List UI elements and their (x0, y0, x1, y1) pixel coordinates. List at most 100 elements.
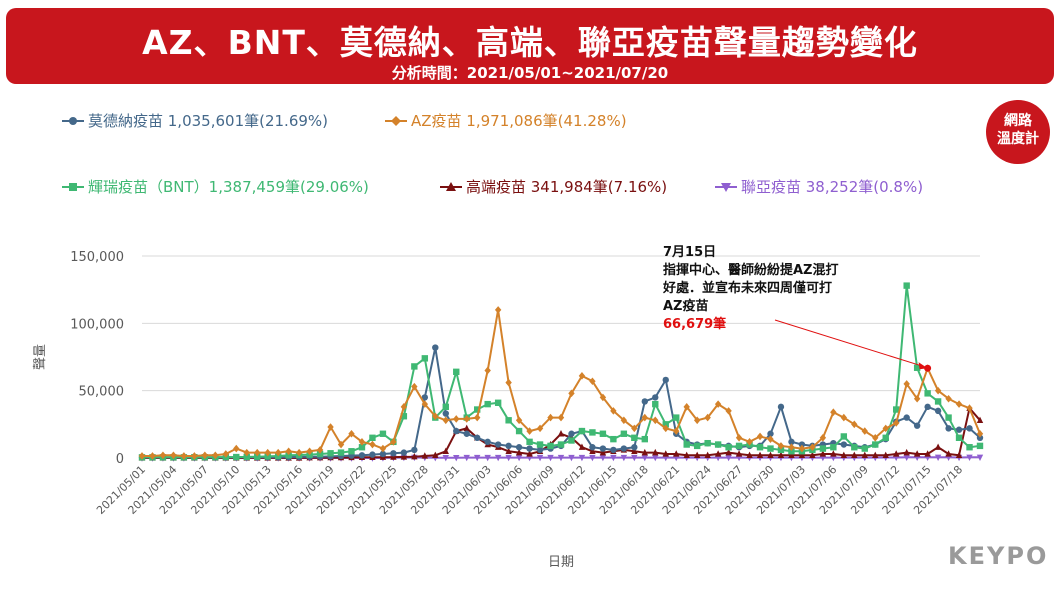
data-point (798, 451, 806, 459)
data-point (526, 438, 533, 446)
data-point (631, 444, 638, 451)
data-point (641, 398, 648, 405)
data-point (390, 450, 397, 457)
data-point (788, 443, 795, 452)
data-point (212, 451, 219, 460)
data-point (243, 448, 250, 457)
data-point (474, 406, 481, 413)
data-point (505, 417, 512, 424)
data-point (578, 427, 586, 435)
legend-item-az[interactable]: AZ疫苗 1,971,086筆(41.28%) (385, 110, 627, 131)
data-point (976, 429, 984, 438)
data-point (505, 442, 512, 450)
data-point (976, 442, 984, 450)
data-point (840, 433, 848, 440)
y-axis-label: 聲量 (32, 344, 48, 370)
data-point (463, 415, 470, 423)
data-point (714, 400, 722, 408)
data-point (714, 441, 722, 448)
annotation-line-2: 好處．並宣布未來四周僅可打 (663, 281, 833, 296)
data-point (976, 416, 984, 423)
data-point (442, 447, 449, 454)
y-tick-label: 0 (116, 452, 124, 467)
legend-item-bnt[interactable]: 輝瑞疫苗（BNT）1,387,459筆(29.06%) (62, 176, 369, 197)
data-point (913, 394, 921, 403)
annotation-line-1: 指揮中心、醫師紛紛提AZ混打 (663, 263, 839, 278)
data-point (631, 454, 638, 462)
data-point (934, 386, 942, 395)
data-point (327, 423, 334, 431)
legend-marker-bnt (62, 182, 84, 191)
legend-item-moderna[interactable]: 莫德納疫苗 1,035,601筆(21.69%) (62, 110, 328, 131)
data-point (945, 394, 952, 403)
data-point (620, 430, 628, 437)
data-point (652, 454, 659, 462)
data-point (788, 451, 795, 459)
legend-item-medigen[interactable]: 高端疫苗 341,984筆(7.16%) (440, 176, 667, 197)
data-point (159, 451, 167, 460)
data-point (903, 282, 910, 289)
data-point (913, 364, 921, 371)
data-point (735, 442, 743, 450)
data-point (955, 426, 963, 433)
data-point (421, 355, 429, 362)
data-point (662, 376, 669, 384)
data-point (620, 445, 628, 452)
annotation-box: 7月15日 指揮中心、醫師紛紛提AZ混打 好處．並宣布未來四周僅可打 AZ疫苗 … (663, 244, 839, 334)
data-point (924, 450, 931, 457)
data-point (358, 438, 366, 446)
data-point (903, 454, 910, 462)
data-point (976, 434, 984, 441)
data-point (358, 444, 366, 451)
data-point (673, 427, 680, 435)
data-point (400, 403, 408, 411)
data-point (442, 455, 449, 462)
data-point (421, 394, 429, 401)
data-point (683, 441, 690, 448)
data-point (180, 452, 188, 460)
data-point (526, 445, 533, 452)
data-point (390, 438, 397, 446)
data-point (767, 430, 774, 437)
data-point (840, 441, 848, 448)
legend-item-unitedbio[interactable]: 聯亞疫苗 38,252筆(0.8%) (715, 176, 923, 197)
data-point (955, 434, 963, 441)
data-point (840, 413, 848, 422)
data-point (725, 448, 732, 456)
data-point (578, 443, 586, 450)
data-point (599, 448, 607, 456)
data-point (285, 447, 292, 456)
data-point (589, 447, 596, 454)
data-point (788, 448, 795, 455)
data-point (924, 403, 931, 411)
data-point (201, 451, 209, 460)
data-point (474, 434, 481, 441)
badge-line-2: 溫度計 (997, 131, 1039, 147)
data-point (652, 394, 659, 401)
data-point (453, 415, 460, 423)
data-point (505, 454, 512, 462)
data-point (222, 450, 229, 458)
data-point (254, 453, 261, 460)
data-point (652, 448, 659, 456)
data-point (379, 450, 387, 458)
data-point (851, 451, 858, 459)
data-point (547, 442, 554, 450)
data-point (327, 450, 334, 457)
y-tick-label: 50,000 (79, 385, 125, 400)
data-point (463, 424, 470, 432)
data-point (484, 454, 491, 462)
data-point (474, 454, 481, 462)
badge-line-1: 網路 (1004, 113, 1032, 129)
data-point (652, 416, 659, 425)
data-point (547, 454, 554, 462)
data-point (966, 404, 973, 412)
data-point (526, 427, 533, 435)
data-point (809, 443, 816, 452)
legend-marker-medigen (440, 181, 462, 191)
data-point (316, 446, 324, 454)
analysis-period: 分析時間：2021/05/01~2021/07/20 (391, 64, 669, 82)
data-point (505, 378, 512, 387)
data-point (641, 454, 648, 462)
